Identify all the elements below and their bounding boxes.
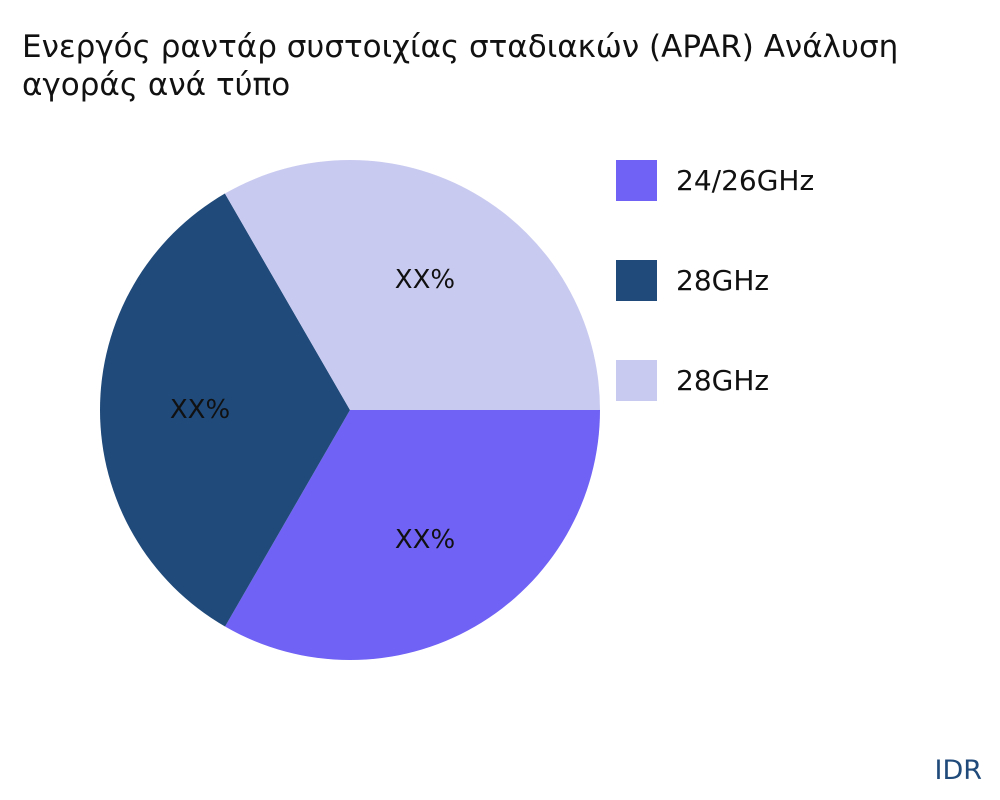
pie-slice-1 xyxy=(225,410,600,661)
legend-label: 24/26GHz xyxy=(676,163,815,197)
legend-item-2: 28GHz xyxy=(616,259,814,301)
pie-slice-3 xyxy=(224,159,601,410)
brand-watermark: IDR xyxy=(934,755,982,786)
legend-swatch xyxy=(616,359,657,401)
legend-item-1: 24/26GHz xyxy=(616,159,815,201)
legend-swatch xyxy=(616,259,657,301)
pie-slice-label-2: XX% xyxy=(170,395,230,425)
pie-slice-2 xyxy=(99,193,350,627)
pie-slice-labels: XX% XX% XX% xyxy=(170,265,455,555)
legend-item-3: 28GHz xyxy=(616,359,814,401)
legend-label: 28GHz xyxy=(676,263,770,297)
pie-slices xyxy=(99,159,601,661)
chart-title: Ενεργός ραντάρ συστοιχίας σταδιακών (APA… xyxy=(22,29,899,103)
chart-legend: 24/26GHz 28GHz 28GHz xyxy=(616,159,815,460)
pie-slice-label-3: XX% xyxy=(395,265,455,295)
pie-slice-label-1: XX% xyxy=(395,525,455,555)
legend-swatch xyxy=(616,159,657,201)
legend-label: 28GHz xyxy=(676,363,770,397)
